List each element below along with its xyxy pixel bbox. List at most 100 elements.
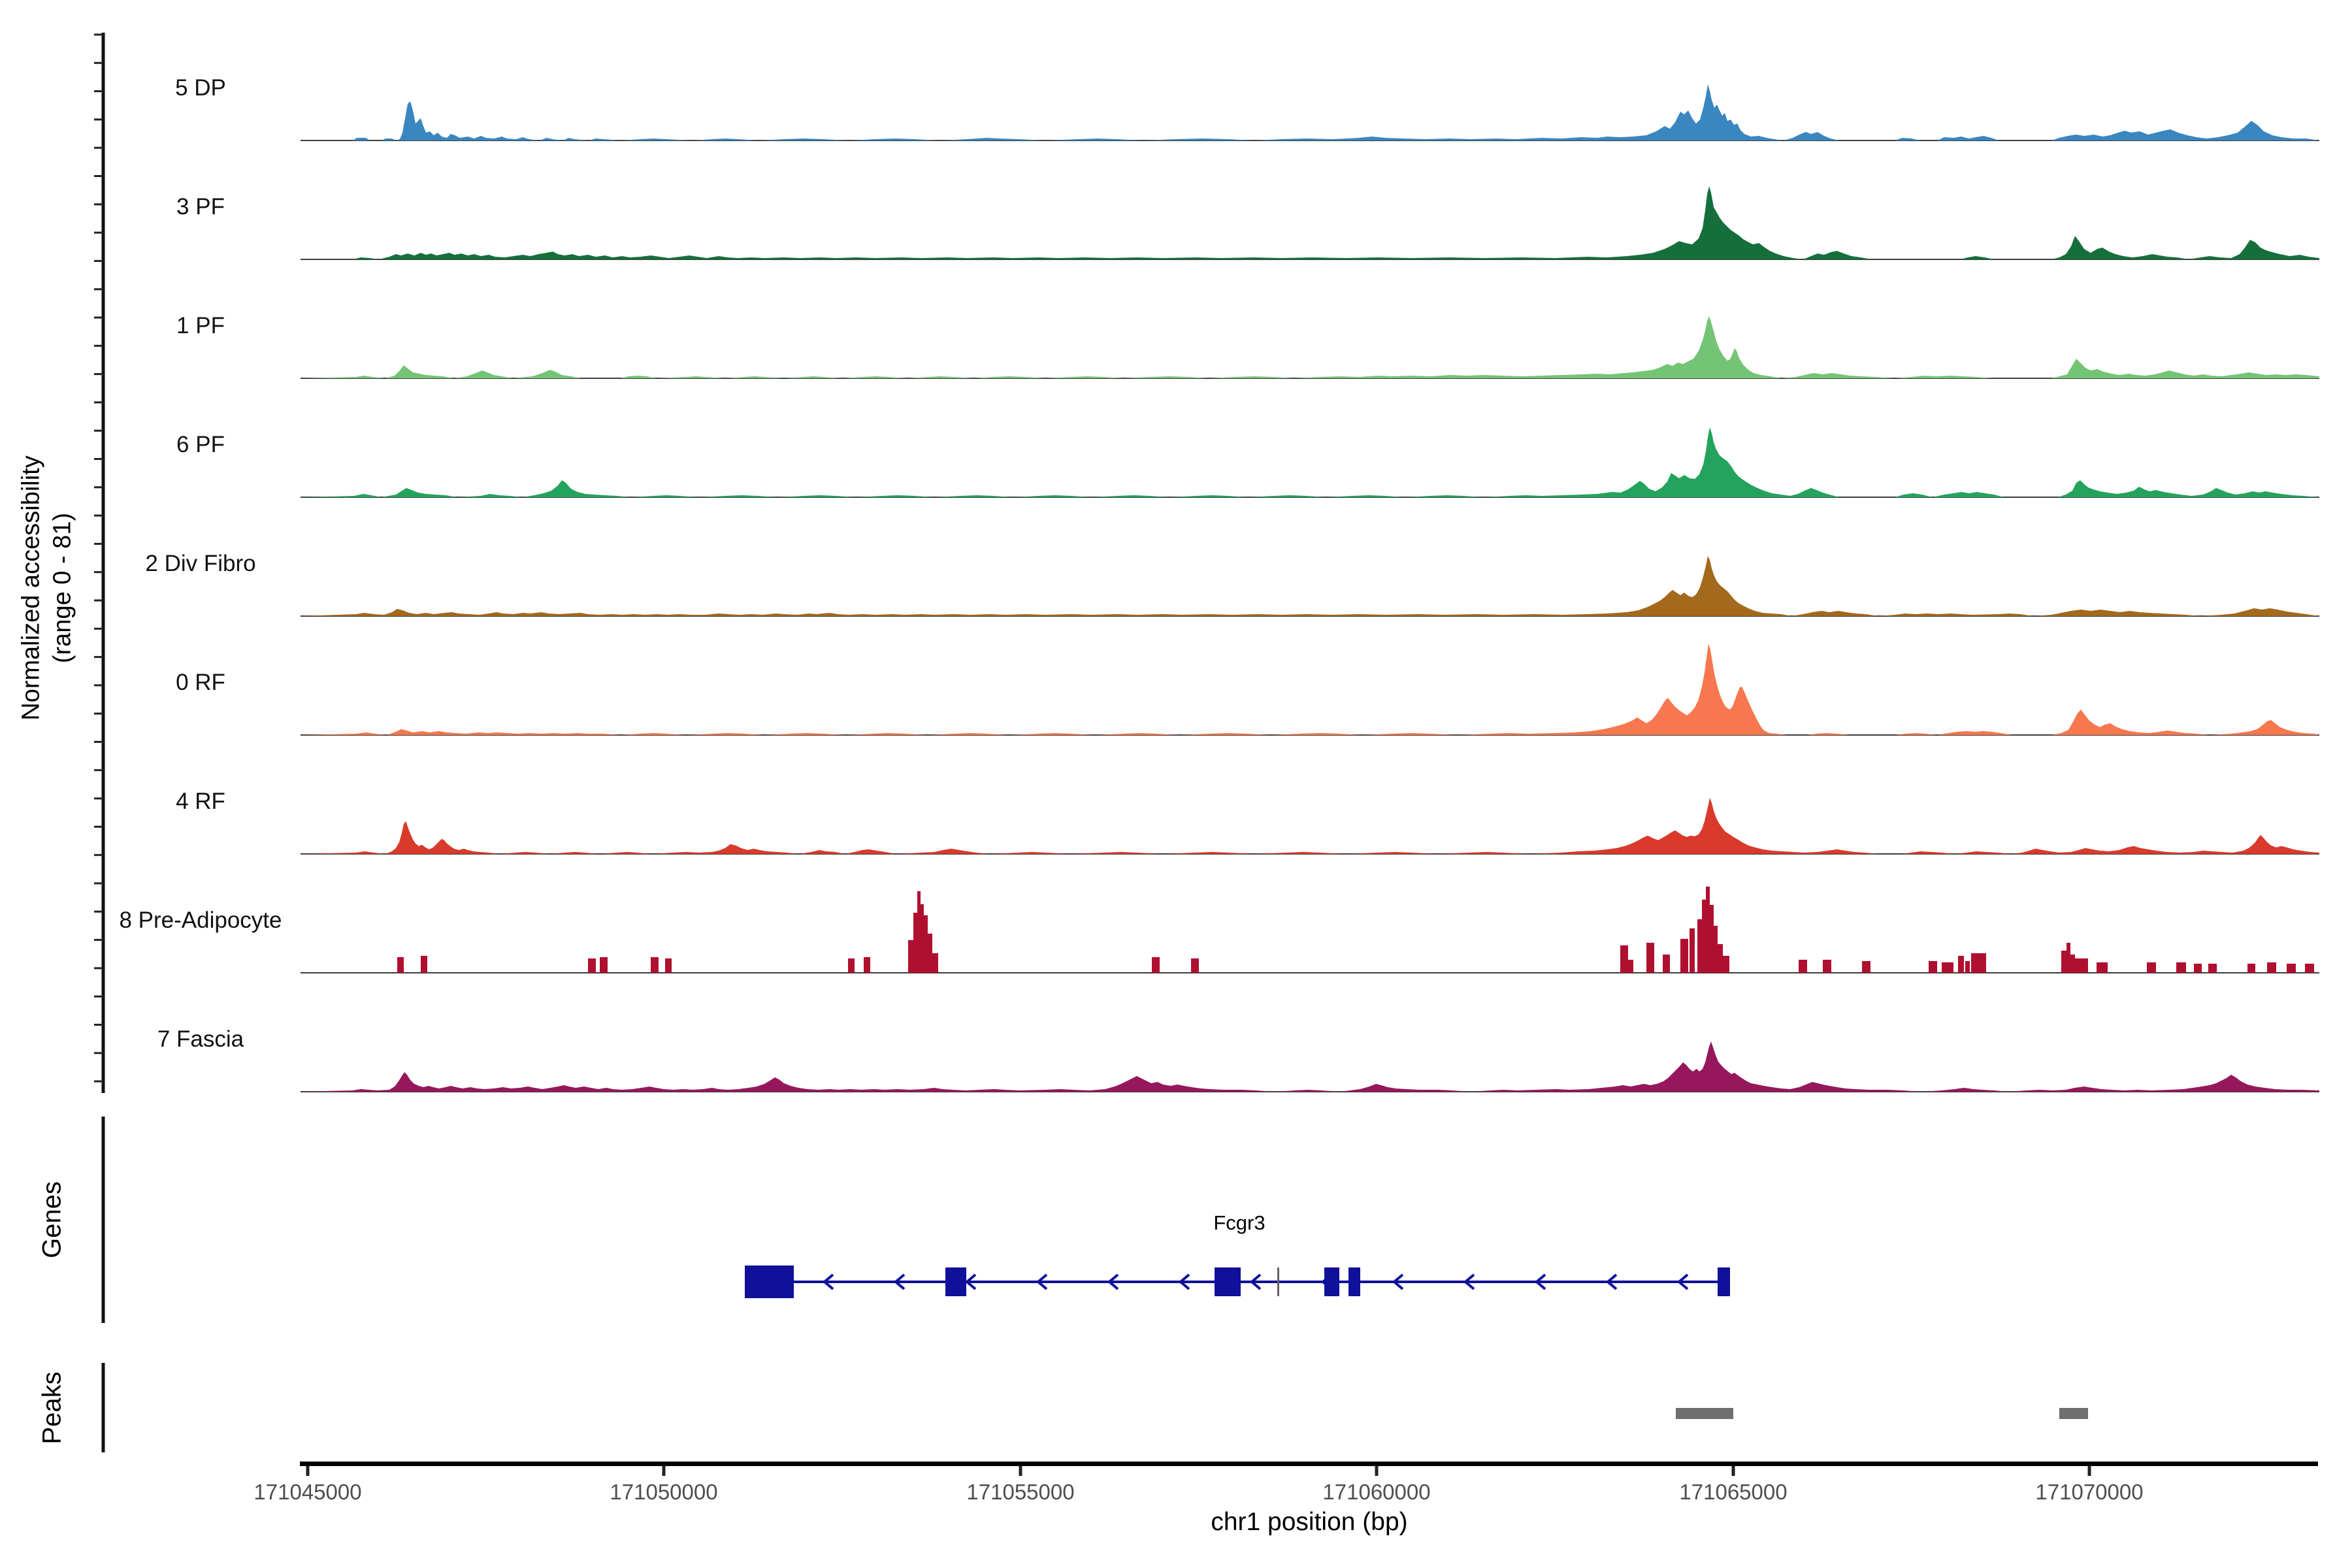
track-block-8-pre-adipocyte bbox=[2287, 964, 2296, 973]
x-tick-label: 171045000 bbox=[253, 1480, 361, 1504]
track-area-7-fascia bbox=[301, 1041, 2319, 1092]
track-block-8-pre-adipocyte bbox=[908, 940, 913, 973]
track-block-8-pre-adipocyte bbox=[1710, 905, 1714, 973]
gene-utr-tick bbox=[1277, 1267, 1279, 1296]
track-block-8-pre-adipocyte bbox=[1663, 955, 1670, 973]
track-block-8-pre-adipocyte bbox=[1697, 919, 1702, 973]
track-block-8-pre-adipocyte bbox=[600, 957, 608, 973]
track-label-5-dp: 5 DP bbox=[175, 75, 226, 101]
track-block-8-pre-adipocyte bbox=[917, 891, 921, 973]
genes-section-label: Genes bbox=[37, 1181, 67, 1258]
gene-exon-box bbox=[1718, 1267, 1730, 1296]
gene-strand-arrow-icon bbox=[1605, 1273, 1618, 1290]
gene-strand-arrow-icon bbox=[893, 1273, 906, 1290]
track-label-1-pf: 1 PF bbox=[176, 313, 225, 338]
track-block-8-pre-adipocyte bbox=[2070, 955, 2075, 973]
track-block-8-pre-adipocyte bbox=[1718, 944, 1723, 973]
track-block-8-pre-adipocyte bbox=[1191, 958, 1199, 973]
track-block-8-pre-adipocyte bbox=[1965, 961, 1970, 973]
y-axis-label-line2: (range 0 - 81) bbox=[48, 512, 76, 664]
track-label-3-pf: 3 PF bbox=[176, 194, 225, 220]
track-block-8-pre-adipocyte bbox=[2247, 964, 2255, 973]
track-area-4-rf bbox=[301, 798, 2319, 854]
track-block-8-pre-adipocyte bbox=[588, 958, 596, 973]
track-block-8-pre-adipocyte bbox=[1706, 887, 1710, 973]
track-block-8-pre-adipocyte bbox=[1942, 962, 1953, 973]
track-block-8-pre-adipocyte bbox=[1714, 926, 1718, 973]
track-label-6-pf: 6 PF bbox=[176, 432, 225, 457]
y-axis-label: Normalized accessibility (range 0 - 81) bbox=[16, 455, 78, 720]
track-block-8-pre-adipocyte bbox=[2208, 964, 2217, 973]
gene-exon-box bbox=[1215, 1267, 1241, 1296]
x-axis-bar bbox=[300, 1462, 2318, 1466]
track-block-8-pre-adipocyte bbox=[1971, 953, 1986, 973]
track-block-8-pre-adipocyte bbox=[1628, 960, 1633, 973]
track-block-8-pre-adipocyte bbox=[2097, 962, 2108, 973]
track-block-8-pre-adipocyte bbox=[864, 957, 870, 973]
x-tick-label: 171065000 bbox=[1679, 1480, 1787, 1504]
gene-strand-arrow-icon bbox=[1178, 1273, 1190, 1290]
track-label-8-pre-adipocyte: 8 Pre-Adipocyte bbox=[119, 907, 282, 933]
track-block-8-pre-adipocyte bbox=[1823, 960, 1831, 973]
track-block-8-pre-adipocyte bbox=[1702, 900, 1706, 973]
track-block-8-pre-adipocyte bbox=[1929, 961, 1937, 973]
track-block-8-pre-adipocyte bbox=[397, 957, 404, 973]
gene-strand-arrow-icon bbox=[1392, 1273, 1404, 1290]
track-block-8-pre-adipocyte bbox=[1152, 957, 1160, 973]
track-block-8-pre-adipocyte bbox=[1862, 961, 1870, 973]
track-block-8-pre-adipocyte bbox=[651, 957, 659, 973]
gene-strand-arrow-icon bbox=[1534, 1273, 1546, 1290]
track-area-2-div-fibro bbox=[301, 556, 2319, 616]
gene-strand-arrow-icon bbox=[1107, 1273, 1119, 1290]
track-area-5-dp bbox=[301, 84, 2319, 140]
track-block-8-pre-adipocyte bbox=[924, 915, 928, 973]
track-block-8-pre-adipocyte bbox=[421, 956, 427, 973]
x-axis-title: chr1 position (bp) bbox=[1211, 1508, 1408, 1536]
track-label-7-fascia: 7 Fascia bbox=[157, 1026, 244, 1052]
gene-strand-arrow-icon bbox=[1249, 1273, 1262, 1290]
track-label-2-div-fibro: 2 Div Fibro bbox=[145, 551, 256, 576]
track-area-3-pf bbox=[301, 186, 2319, 259]
track-block-8-pre-adipocyte bbox=[1958, 956, 1964, 973]
gene-strand-arrow-icon bbox=[1463, 1273, 1475, 1290]
x-tick-label: 171055000 bbox=[966, 1480, 1074, 1504]
track-area-1-pf bbox=[301, 316, 2319, 378]
track-block-8-pre-adipocyte bbox=[2147, 962, 2156, 973]
track-block-8-pre-adipocyte bbox=[2061, 951, 2066, 973]
track-block-8-pre-adipocyte bbox=[1620, 945, 1628, 973]
track-block-8-pre-adipocyte bbox=[2066, 943, 2070, 973]
track-block-8-pre-adipocyte bbox=[932, 953, 938, 973]
track-block-8-pre-adipocyte bbox=[2075, 958, 2088, 973]
track-block-8-pre-adipocyte bbox=[2176, 962, 2186, 973]
gene-name-label: Fcgr3 bbox=[1213, 1211, 1266, 1234]
gene-exon-box bbox=[745, 1266, 794, 1298]
track-block-8-pre-adipocyte bbox=[1723, 956, 1729, 973]
track-block-8-pre-adipocyte bbox=[1680, 939, 1688, 973]
track-block-8-pre-adipocyte bbox=[928, 934, 932, 973]
peak-bar bbox=[1676, 1408, 1733, 1419]
gene-strand-arrow-icon bbox=[822, 1273, 834, 1290]
track-block-8-pre-adipocyte bbox=[2194, 964, 2202, 973]
track-label-0-rf: 0 RF bbox=[176, 670, 225, 695]
track-block-8-pre-adipocyte bbox=[1799, 960, 1807, 973]
track-block-8-pre-adipocyte bbox=[665, 958, 672, 973]
track-block-8-pre-adipocyte bbox=[2267, 962, 2276, 973]
track-block-8-pre-adipocyte bbox=[848, 958, 855, 973]
gene-exon-box bbox=[945, 1267, 966, 1296]
x-tick-label: 171060000 bbox=[1322, 1480, 1430, 1504]
track-block-8-pre-adipocyte bbox=[2305, 964, 2314, 973]
track-block-8-pre-adipocyte bbox=[921, 904, 924, 973]
gene-strand-arrow-icon bbox=[1676, 1273, 1689, 1290]
peak-bar bbox=[2059, 1408, 2088, 1419]
x-tick-label: 171050000 bbox=[610, 1480, 717, 1504]
gene-strand-arrow-icon bbox=[1036, 1273, 1048, 1290]
track-block-8-pre-adipocyte bbox=[913, 913, 917, 973]
x-tick-label: 171070000 bbox=[2035, 1480, 2143, 1504]
y-axis-label-line1: Normalized accessibility bbox=[17, 455, 45, 721]
gene-exon-box bbox=[1324, 1267, 1339, 1296]
gene-exon-box bbox=[1348, 1267, 1360, 1296]
track-area-6-pf bbox=[301, 427, 2319, 497]
track-label-4-rf: 4 RF bbox=[176, 789, 225, 814]
